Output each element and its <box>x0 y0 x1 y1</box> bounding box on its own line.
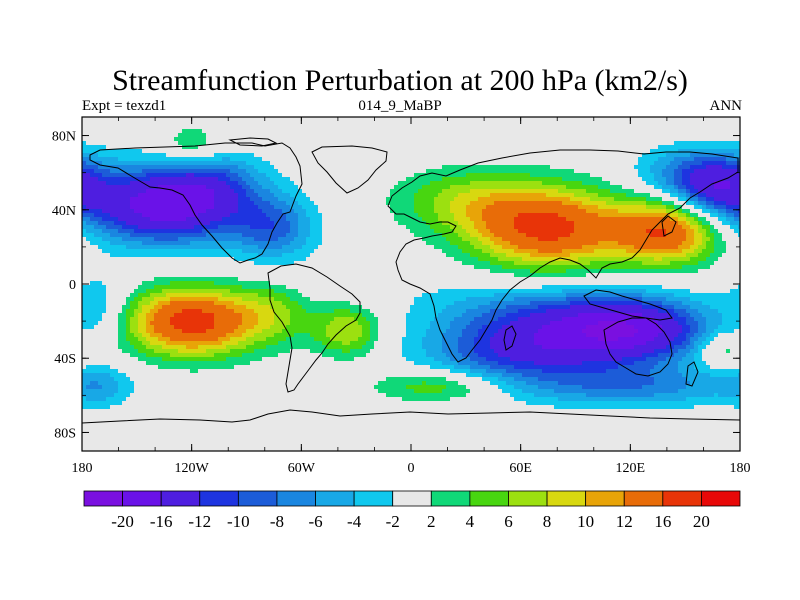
coastline-japan <box>661 215 677 237</box>
y-tick-label: 40S <box>54 352 76 367</box>
y-tick-label: 80N <box>52 130 76 145</box>
colorbar-box <box>276 490 316 507</box>
colorbar-box <box>122 490 162 507</box>
y-tick-label: 80S <box>54 426 76 441</box>
colorbar-box <box>701 490 741 507</box>
x-axis: 180 120W 60W 0 60E 120E 180 <box>72 117 751 476</box>
colorbar-label: -6 <box>308 512 322 531</box>
colorbar-box <box>83 490 123 507</box>
colorbar-label: -16 <box>150 512 173 531</box>
colorbar-label: 2 <box>427 512 436 531</box>
colorbar-label: -20 <box>111 512 134 531</box>
colorbar-label: 6 <box>504 512 513 531</box>
x-tick-label: 180 <box>72 461 93 476</box>
contour-field <box>82 117 740 451</box>
colorbar-box <box>430 490 471 507</box>
colorbar-box <box>392 490 432 507</box>
x-tick-label: 120E <box>616 461 646 476</box>
coastline-madagascar <box>503 325 517 351</box>
coastline-australia <box>603 317 673 377</box>
coastline-arctic-islands <box>228 137 278 147</box>
y-tick-label: 0 <box>69 278 76 293</box>
colorbar-label: 10 <box>577 512 594 531</box>
coastline-maritime-continent <box>583 289 673 321</box>
colorbar-box <box>623 490 664 507</box>
coastlines <box>82 137 740 424</box>
colorbar-label: -2 <box>386 512 400 531</box>
colorbar-label: -8 <box>270 512 284 531</box>
coastline-new-zealand <box>685 361 699 387</box>
y-axis: 80N 40N 0 40S 80S <box>52 130 740 441</box>
experiment-label: Expt = texzd1 <box>82 98 167 114</box>
colorbar-label: -10 <box>227 512 250 531</box>
colorbar-boxes <box>83 490 741 507</box>
colorbar-label: 20 <box>693 512 710 531</box>
x-tick-label: 60W <box>288 461 316 476</box>
colorbar-label: 4 <box>466 512 475 531</box>
coastline-antarctica <box>82 409 740 424</box>
colorbar-label: 16 <box>654 512 671 531</box>
colorbar-label: 12 <box>616 512 633 531</box>
colorbar-box <box>237 490 278 507</box>
colorbar-label: -4 <box>347 512 362 531</box>
colorbar-box <box>546 490 587 507</box>
coastline-greenland <box>311 145 388 194</box>
colorbar-box <box>585 490 625 507</box>
colorbar-label: -12 <box>188 512 211 531</box>
coastline-eurasia-africa <box>387 149 739 363</box>
colorbar-label: 8 <box>543 512 552 531</box>
y-tick-label: 40N <box>52 204 76 219</box>
chart-title: Streamfunction Perturbation at 200 hPa (… <box>112 64 688 97</box>
colorbar-box <box>662 490 702 507</box>
x-tick-label: 0 <box>408 461 415 476</box>
colorbar-box <box>469 490 509 507</box>
colorbar-box <box>160 490 201 507</box>
coastline-south-america <box>267 263 361 393</box>
x-tick-label: 60E <box>509 461 532 476</box>
coastline-north-america <box>89 142 303 264</box>
case-label: 014_9_MaBP <box>358 98 442 114</box>
colorbar-box <box>353 490 394 507</box>
x-tick-label: 120W <box>175 461 210 476</box>
colorbar-labels: -20 -16 -12 -10 -8 -6 -4 -2 2 4 6 8 10 12 16 20 <box>111 512 710 531</box>
colorbar-box <box>508 490 548 507</box>
season-label: ANN <box>709 98 743 114</box>
colorbar-box <box>315 490 355 507</box>
x-tick-label: 180 <box>730 461 751 476</box>
colorbar-box <box>199 490 239 507</box>
